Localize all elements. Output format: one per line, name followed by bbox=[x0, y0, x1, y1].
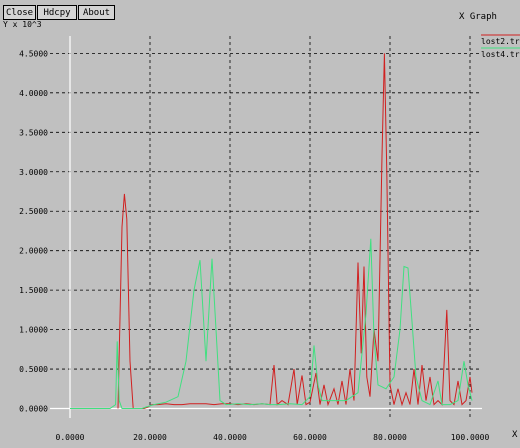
x-tick-label-4: 80.0000 bbox=[373, 433, 407, 442]
about-button[interactable]: About bbox=[78, 5, 115, 20]
x-tick-label-2: 40.0000 bbox=[213, 433, 247, 442]
y-tick-label-2: 1.0000 bbox=[19, 326, 48, 335]
x-tick-label-3: 60.0000 bbox=[293, 433, 327, 442]
y-tick-label-8: 4.0000 bbox=[19, 89, 48, 98]
y-tick-label-3: 1.5000 bbox=[19, 286, 48, 295]
y-tick-label-5: 2.5000 bbox=[19, 207, 48, 216]
y-tick-label-4: 2.0000 bbox=[19, 247, 48, 256]
x-tick-label-0: 0.0000 bbox=[56, 433, 85, 442]
y-tick-label-6: 3.0000 bbox=[19, 168, 48, 177]
x-axis-label: X bbox=[512, 430, 518, 440]
y-tick-label-1: 0.5000 bbox=[19, 365, 48, 374]
y-axis-label: Y x 10^3 bbox=[3, 20, 42, 29]
x-tick-label-5: 100.0000 bbox=[451, 433, 490, 442]
legend-entry-1: lost4.tr bbox=[481, 50, 520, 59]
y-tick-label-9: 4.5000 bbox=[19, 49, 48, 58]
hardcopy-button[interactable]: Hdcpy bbox=[37, 5, 77, 20]
y-tick-label-7: 3.5000 bbox=[19, 128, 48, 137]
legend-entry-0: lost2.tr bbox=[481, 37, 520, 46]
series-line-0 bbox=[117, 53, 473, 409]
app-title: X Graph bbox=[459, 12, 497, 22]
close-button[interactable]: Close bbox=[3, 5, 36, 20]
y-tick-label-0: 0.0000 bbox=[19, 405, 48, 414]
series-line-1 bbox=[70, 238, 473, 409]
x-tick-label-1: 20.0000 bbox=[133, 433, 167, 442]
